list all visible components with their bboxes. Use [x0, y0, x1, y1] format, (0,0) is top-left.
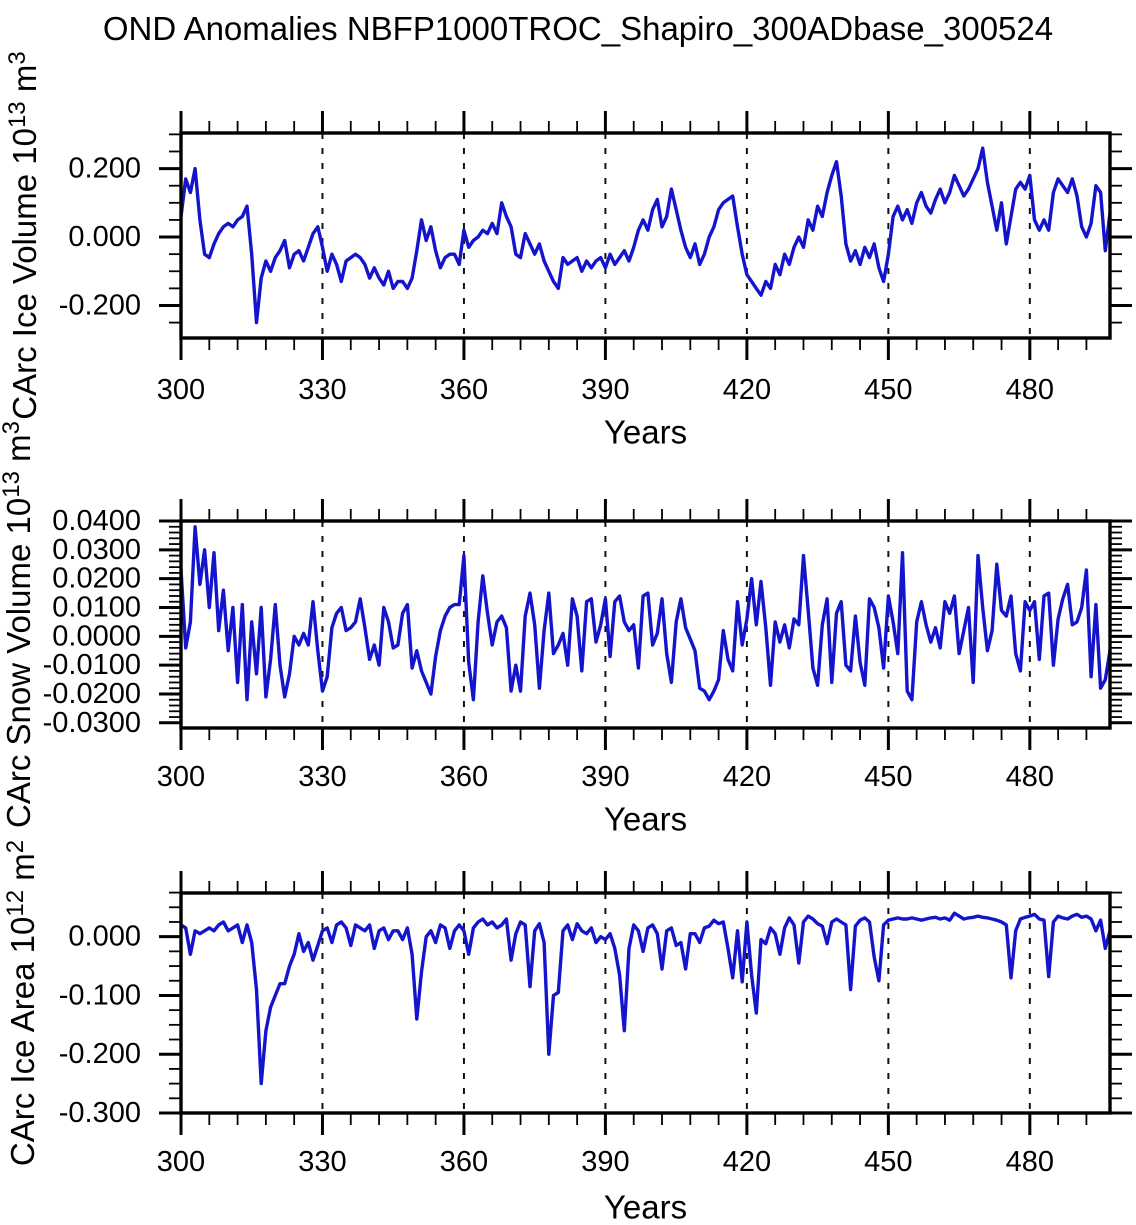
- snow-volume-ytick-label: 0.0400: [52, 505, 141, 537]
- snow-volume-ytick-label: 0.0200: [52, 563, 141, 595]
- snow-volume-xtick-label: 360: [440, 761, 488, 793]
- snow-volume-ytick-label: -0.0300: [43, 707, 141, 739]
- snow-volume-xtick-label: 390: [581, 761, 629, 793]
- ice-volume-xtick-label: 360: [440, 374, 488, 406]
- snow-volume-series-line: [181, 525, 1110, 702]
- snow-volume-xtick-label: 330: [298, 761, 346, 793]
- snow-volume-y-axis-title: CArc Snow Volume 1013 m3: [0, 421, 37, 828]
- snow-volume-x-axis-title: Years: [604, 801, 687, 838]
- snow-volume-xtick-label: 420: [723, 761, 771, 793]
- ice-volume-panel: 300 330 360 390 420 450 480 0.200 0.000 -0.200 Yea…: [4, 51, 1132, 451]
- snow-volume-ytick-label: 0.0000: [52, 620, 141, 652]
- ice-volume-ytick-label: -0.200: [59, 289, 141, 321]
- ice-area-ytick-label: 0.000: [68, 921, 141, 953]
- ice-area-axes: [159, 871, 1132, 1135]
- ice-area-xtick-label: 450: [864, 1146, 912, 1178]
- ice-volume-xtick-label: 300: [157, 374, 205, 406]
- snow-volume-panel: 300 330 360 390 420 450 4800.04000.03000.02000…: [0, 421, 1132, 838]
- ice-volume-xtick-label: 330: [298, 374, 346, 406]
- ice-volume-xtick-label: 390: [581, 374, 629, 406]
- ice-area-xtick-label: 420: [723, 1146, 771, 1178]
- ice-volume-xtick-label: 480: [1006, 374, 1054, 406]
- snow-volume-ytick-label: -0.0100: [43, 649, 141, 681]
- ice-area-xtick-label: 360: [440, 1146, 488, 1178]
- ice-area-ytick-label: -0.100: [59, 979, 141, 1011]
- ice-volume-frame: [179, 131, 1112, 340]
- ice-volume-ytick-label: 0.000: [68, 221, 141, 253]
- snow-volume-ytick-label: 0.0100: [52, 591, 141, 623]
- snow-volume-ytick-label: 0.0300: [52, 534, 141, 566]
- snow-volume-xtick-label: 450: [864, 761, 912, 793]
- ice-area-ytick-label: -0.300: [59, 1097, 141, 1129]
- ice-volume-xtick-label: 450: [864, 374, 912, 406]
- ice-area-xtick-label: 390: [581, 1146, 629, 1178]
- snow-volume-xtick-label: 480: [1006, 761, 1054, 793]
- ice-area-xtick-label: 330: [298, 1146, 346, 1178]
- ice-volume-axes: [159, 111, 1132, 360]
- snow-volume-ytick-label: -0.0200: [43, 678, 141, 710]
- snow-volume-axes: [159, 499, 1132, 750]
- ice-area-gridlines: [321, 893, 1031, 1113]
- figure-title: OND Anomalies NBFP1000TROC_Shapiro_300AD…: [102, 10, 1054, 47]
- ice-volume-gridlines: [321, 133, 1031, 338]
- ice-area-ytick-label: -0.200: [59, 1038, 141, 1070]
- ice-volume-ytick-label: 0.200: [68, 153, 141, 185]
- ice-volume-xtick-label: 420: [723, 374, 771, 406]
- snow-volume-xtick-label: 300: [157, 761, 205, 793]
- ice-volume-y-axis-title: CArc Ice Volume 1013 m3: [4, 51, 43, 419]
- ice-area-x-axis-title: Years: [604, 1189, 687, 1225]
- ice-volume-series-line: [181, 146, 1110, 325]
- ice-area-xtick-label: 300: [157, 1146, 205, 1178]
- ice-area-y-axis-title: CArc Ice Area 1012 m2: [2, 840, 41, 1166]
- ice-area-panel: 300 330 360 390 420 450 480 0.000 -0.100 -0.200 -0…: [2, 840, 1132, 1225]
- ice-volume-x-axis-title: Years: [604, 414, 687, 451]
- ice-area-frame: [179, 891, 1112, 1115]
- ice-area-xtick-label: 480: [1006, 1146, 1054, 1178]
- ice-area-series-line: [181, 911, 1110, 1086]
